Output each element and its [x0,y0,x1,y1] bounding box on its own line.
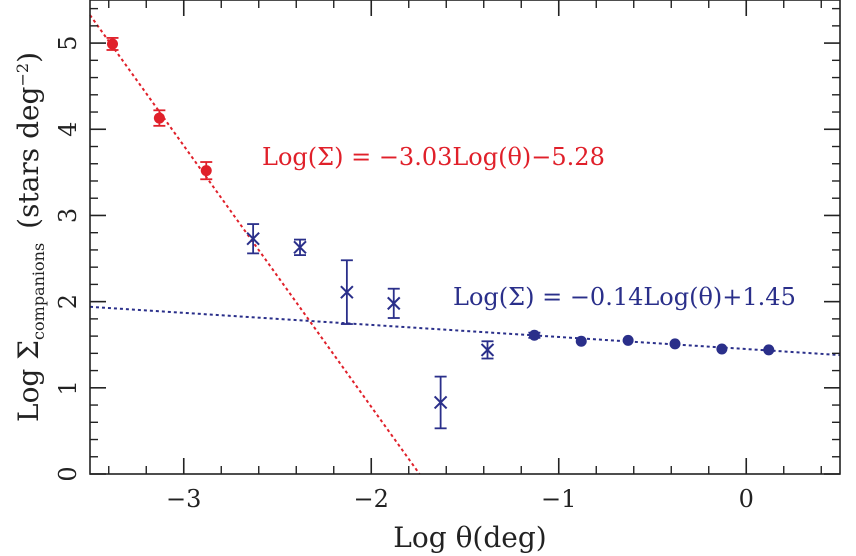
y-tick-label: 1 [54,380,82,395]
cross-point [246,223,260,255]
circle-point [669,338,681,350]
cross-point [293,238,307,256]
circle-marker [763,344,775,356]
axis-ticks: −3 −2 −1 0 0 1 2 3 4 5 [54,0,840,513]
cross-point [480,340,495,360]
y-axis-title-unit: (stars deg [12,86,45,228]
fit-line-red [89,14,421,475]
circle-marker [528,329,540,341]
y-tick-label: 3 [54,208,82,223]
y-tick-label: 2 [54,294,82,309]
cross-marker [387,296,401,311]
cross-point [387,287,401,319]
plot-frame [89,0,841,475]
cross-marker [480,343,495,357]
y-axis-title: Log Σcompanions (stars deg−2) [12,52,48,422]
circle-marker [153,112,165,124]
y-axis-title-main: Log Σ [12,340,45,422]
cross-marker [293,240,307,255]
circle-point [200,161,213,181]
y-axis-title-sub: companions [29,243,48,340]
svg-text:Log Σcompanions(stars deg−2): Log Σcompanions (stars deg−2) [12,52,48,422]
fit-line-blue [89,305,841,357]
cross-point [433,375,448,430]
circle-marker [622,334,634,346]
y-tick-label: 5 [54,35,82,50]
fit-lines [89,14,841,475]
circle-point [716,343,728,355]
circle-marker [107,38,118,50]
cross-marker [340,285,354,299]
cross-point [340,259,354,325]
circle-point [622,334,634,346]
circle-point [106,37,119,51]
cross-marker [246,232,260,246]
circle-point [528,329,541,341]
x-tick-label: −3 [166,485,201,513]
circle-marker [575,335,587,347]
circle-point [763,344,775,356]
fit-label-red: Log(Σ) = −3.03Log(θ)−5.28 [262,143,605,171]
y-tick-label: 0 [54,466,82,481]
circle-point [575,335,587,347]
data-points [106,37,775,430]
x-tick-label: −2 [354,485,389,513]
cross-marker [433,395,448,410]
x-axis-title: Log θ(deg) [393,521,546,554]
fit-label-blue: Log(Σ) = −0.14Log(θ)+1.45 [453,283,796,311]
x-tick-label: 0 [739,485,754,513]
circle-point [153,109,166,127]
y-axis-title-unit-close: ) [12,52,45,63]
y-tick-label: 4 [54,122,82,137]
circle-marker [716,343,728,355]
x-tick-label: −1 [541,485,576,513]
circle-marker [669,338,681,350]
circle-marker [200,165,212,177]
y-axis-title-unit-sup: −2 [13,63,32,87]
